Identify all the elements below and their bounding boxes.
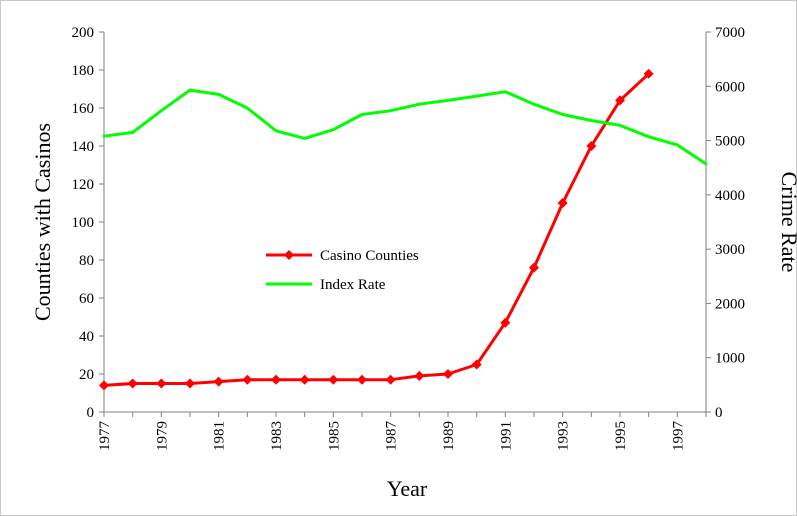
- y2-tick-label: 1000: [715, 351, 745, 367]
- data-point-casino-counties: [242, 374, 253, 385]
- data-point-casino-counties: [156, 378, 167, 389]
- y-tick-label: 60: [79, 291, 94, 307]
- y2-tick-label: 0: [715, 405, 723, 421]
- data-point-casino-counties: [127, 378, 138, 389]
- data-point-casino-counties: [328, 374, 339, 385]
- x-tick-label: 1995: [613, 421, 629, 451]
- x-tick-label: 1983: [269, 421, 285, 451]
- data-point-casino-counties: [471, 359, 482, 370]
- data-point-casino-counties: [414, 370, 425, 381]
- y-tick-label: 180: [72, 63, 95, 79]
- legend-index-label: Index Rate: [320, 277, 386, 293]
- y-tick-label: 40: [79, 329, 94, 345]
- data-point-casino-counties: [586, 141, 597, 151]
- data-point-casino-counties: [271, 374, 281, 385]
- data-point-casino-counties: [557, 198, 568, 208]
- y-tick-label: 160: [72, 101, 95, 117]
- y2-tick-label: 4000: [715, 188, 745, 204]
- y2-tick-label: 2000: [715, 296, 745, 312]
- data-point-casino-counties: [643, 68, 654, 79]
- x-tick-label: 1977: [97, 421, 113, 452]
- y-tick-label: 100: [72, 215, 95, 231]
- y2-tick-label: 6000: [715, 79, 745, 95]
- y-tick-label: 80: [79, 253, 94, 269]
- data-point-casino-counties: [357, 374, 367, 385]
- series-line-index-rate: [102, 88, 708, 166]
- y-tick-label: 0: [87, 405, 95, 421]
- legend-casino-label: Casino Counties: [320, 248, 419, 264]
- x-tick-label: 1979: [154, 421, 170, 451]
- x-tick-label: 1991: [498, 421, 514, 451]
- y-tick-label: 200: [72, 25, 95, 41]
- y2-tick-label: 7000: [715, 25, 745, 41]
- axes-layer: 0204060801001201401601802000100020003000…: [72, 25, 746, 451]
- series-layer: [99, 68, 708, 391]
- data-point-casino-counties: [500, 317, 511, 328]
- x-tick-label: 1997: [670, 421, 686, 452]
- x-tick-label: 1985: [326, 421, 342, 451]
- y2-axis-title: Crime Rate: [777, 172, 797, 273]
- y-axis-title: Counties with Casinos: [30, 123, 55, 321]
- y2-tick-label: 5000: [715, 134, 745, 150]
- x-tick-label: 1993: [556, 421, 572, 451]
- data-point-casino-counties: [299, 374, 310, 385]
- data-point-casino-counties: [185, 378, 195, 389]
- series-line-casino-counties: [102, 72, 651, 387]
- data-point-casino-counties: [213, 376, 224, 387]
- y-tick-label: 140: [72, 139, 95, 155]
- y-tick-label: 120: [72, 177, 95, 193]
- legend-casino-marker: [284, 250, 294, 260]
- x-axis-title: Year: [387, 476, 428, 501]
- x-tick-label: 1981: [212, 421, 228, 451]
- legend: Casino Counties Index Rate: [266, 248, 419, 293]
- data-point-casino-counties: [443, 369, 453, 379]
- data-point-casino-counties: [385, 374, 396, 385]
- data-point-casino-counties: [99, 380, 109, 391]
- y-tick-label: 20: [79, 367, 94, 383]
- y2-tick-label: 3000: [715, 242, 745, 258]
- data-point-casino-counties: [529, 262, 539, 273]
- x-tick-label: 1989: [441, 421, 457, 451]
- x-tick-label: 1987: [384, 421, 400, 452]
- data-point-casino-counties: [615, 95, 625, 106]
